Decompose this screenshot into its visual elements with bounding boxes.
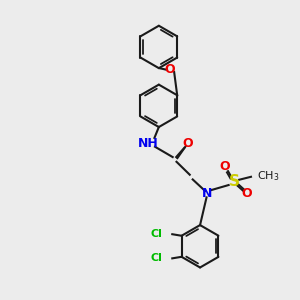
Text: NH: NH <box>138 137 159 150</box>
Text: S: S <box>228 174 239 189</box>
Text: O: O <box>241 188 252 200</box>
Text: O: O <box>220 160 230 173</box>
Text: Cl: Cl <box>150 254 162 263</box>
Text: O: O <box>165 63 175 76</box>
Text: CH$_3$: CH$_3$ <box>257 169 280 183</box>
Text: Cl: Cl <box>150 229 162 239</box>
Text: O: O <box>182 137 193 150</box>
Text: N: N <box>202 187 213 200</box>
